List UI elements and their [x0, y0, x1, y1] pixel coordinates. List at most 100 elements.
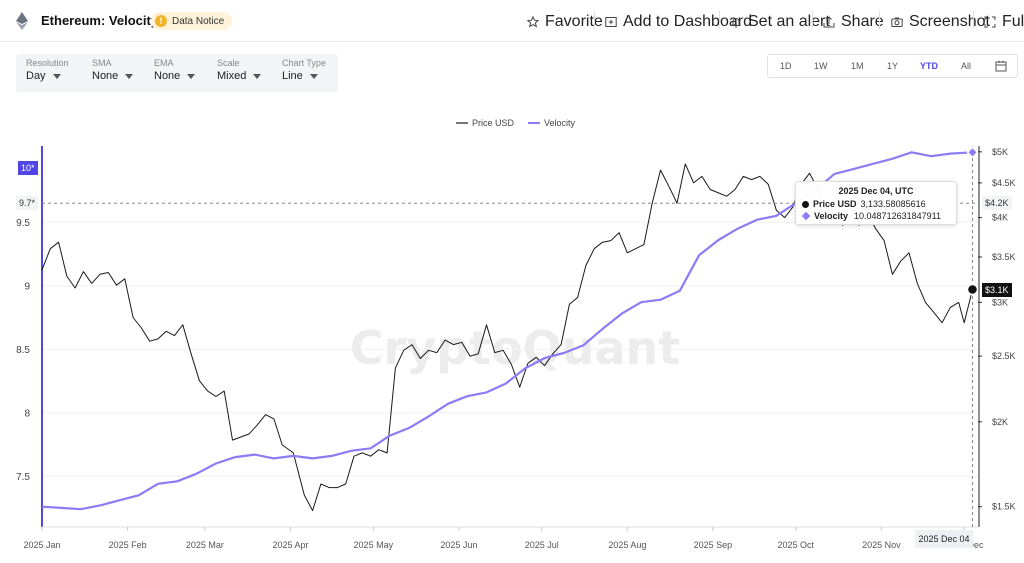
right-axis-current-flag: $3.1K [982, 283, 1012, 297]
ema-value: None [154, 70, 181, 82]
y-left-tick-label: 8 [24, 409, 30, 420]
velocity-hover-marker [966, 146, 979, 159]
x-tick-label: 2025 Feb [109, 540, 147, 550]
chart-tooltip: 2025 Dec 04, UTC Price USD 3,133.5808561… [795, 181, 957, 225]
set-alert-button[interactable]: Set an alert [730, 13, 830, 31]
x-tick-label: 2025 Jan [23, 540, 60, 550]
x-axis-crosshair-flag: 2025 Dec 04 [915, 530, 973, 548]
y-right-tick-label: $4.5K [992, 178, 1016, 188]
chart-controls: Resolution Day SMA None EMA None Scale M… [16, 54, 338, 92]
screenshot-label: Screenshot [909, 13, 990, 30]
ema-select[interactable]: EMA None [154, 58, 196, 82]
favorite-label: Favorite [545, 13, 603, 30]
x-tick-label: 2025 Jul [525, 540, 559, 550]
sma-value: None [92, 70, 119, 82]
grid [42, 221, 978, 477]
x-tick-label: 2025 Jun [440, 540, 477, 550]
y-right-tick-label: $2.5K [992, 351, 1016, 361]
range-1w[interactable]: 1W [814, 61, 828, 71]
ethereum-icon [16, 12, 28, 30]
page-title: Ethereum: Velocity [41, 13, 159, 28]
camera-icon [891, 17, 903, 27]
x-tick-label: 2025 Oct [778, 540, 815, 550]
tooltip-velocity-label: Velocity [814, 211, 849, 221]
set-alert-label: Set an alert [748, 13, 830, 30]
divider [719, 11, 720, 29]
sma-select[interactable]: SMA None [92, 58, 134, 82]
y-right-tick-label: $3K [992, 297, 1008, 307]
chevron-down-icon [309, 74, 318, 79]
share-label: Share [841, 13, 884, 30]
favorite-button[interactable]: Favorite [527, 13, 603, 31]
divider [879, 11, 880, 29]
velocity-chart[interactable]: Price USD Velocity CryptoQuant 7.5 8 8.5 9 9… [0, 100, 1024, 563]
data-notice-label: Data Notice [172, 15, 225, 27]
chart-type-select[interactable]: Chart Type Line [282, 58, 326, 82]
chart-type-label: Chart Type [282, 58, 326, 68]
velocity-diamond-icon [801, 211, 811, 221]
x-tick-label: 2025 May [354, 540, 394, 550]
range-1d[interactable]: 1D [780, 61, 792, 71]
chevron-down-icon [253, 74, 262, 79]
scale-value: Mixed [217, 70, 247, 82]
screenshot-button[interactable]: Screenshot [891, 13, 990, 31]
fullscreen-button[interactable]: Full [984, 13, 1024, 31]
tooltip-price-value: 3,133.58085616 [860, 199, 926, 209]
price-hover-marker [966, 283, 979, 296]
range-selector: 1D 1W 1M 1Y YTD All [767, 54, 1018, 78]
dashboard-add-icon [605, 17, 617, 27]
divider [812, 11, 813, 29]
x-tick-label: 2025 Apr [272, 540, 308, 550]
y-right-tick-label: $4K [992, 213, 1008, 223]
tooltip-velocity-value: 10.048712631847911 [854, 211, 941, 221]
price-dot-icon [802, 200, 809, 208]
chart-type-value: Line [282, 70, 303, 82]
range-all[interactable]: All [961, 61, 972, 71]
left-axis-top-flag: 10* [18, 161, 38, 175]
chevron-down-icon [187, 74, 196, 79]
share-button[interactable]: Share [823, 13, 884, 31]
axes: 7.5 8 8.5 9 9.5 $1.5K $2K $2.5K $3K $3.5K $4K $4.5K… [16, 146, 1016, 550]
x-tick-label: 2025 Mar [186, 540, 224, 550]
y-right-tick-label: $2K [992, 417, 1008, 427]
calendar-icon[interactable] [995, 60, 1007, 72]
y-left-tick-label: 7.5 [16, 472, 30, 483]
legend-price-label[interactable]: Price USD [472, 118, 515, 128]
y-left-tick-label: 9 [24, 282, 30, 293]
x-tick-label: 2025 Aug [608, 540, 646, 550]
data-notice-badge[interactable]: ! Data Notice [151, 12, 233, 30]
range-1m[interactable]: 1M [851, 61, 864, 71]
y-right-tick-label: $5K [992, 147, 1008, 157]
warning-icon: ! [155, 15, 167, 27]
right-axis-crosshair-flag: $4.2K [982, 196, 1012, 210]
star-icon [527, 16, 539, 28]
range-1y[interactable]: 1Y [887, 61, 899, 71]
legend-velocity-label[interactable]: Velocity [544, 118, 576, 128]
fullscreen-label: Full [1002, 13, 1024, 30]
bell-icon [730, 18, 742, 28]
ema-label: EMA [154, 58, 174, 68]
x-tick-label: 2025 Sep [694, 540, 733, 550]
watermark: CryptoQuant [350, 321, 681, 375]
sma-label: SMA [92, 58, 112, 68]
scale-label: Scale [217, 58, 240, 68]
y-left-tick-label: 9.5 [16, 218, 30, 229]
range-ytd[interactable]: YTD [920, 61, 938, 71]
y-right-tick-label: $1.5K [992, 502, 1016, 512]
y-left-tick-label: 8.5 [16, 345, 30, 356]
fullscreen-icon [984, 16, 996, 28]
tooltip-date: 2025 Dec 04, UTC [838, 186, 914, 196]
resolution-select[interactable]: Resolution Day [26, 58, 69, 82]
chevron-down-icon [52, 74, 61, 79]
divider [973, 11, 974, 29]
y-right-tick-label: $3.5K [992, 252, 1016, 262]
left-axis-crosshair-flag: 9.7* [16, 196, 39, 210]
share-icon [823, 16, 835, 28]
tooltip-price-label: Price USD [813, 199, 857, 209]
header-bar: Ethereum: Velocity ! Data Notice Favorit… [0, 0, 1024, 42]
chevron-down-icon [125, 74, 134, 79]
scale-select[interactable]: Scale Mixed [217, 58, 262, 82]
divider [594, 11, 595, 29]
resolution-label: Resolution [26, 58, 69, 68]
resolution-value: Day [26, 70, 46, 82]
